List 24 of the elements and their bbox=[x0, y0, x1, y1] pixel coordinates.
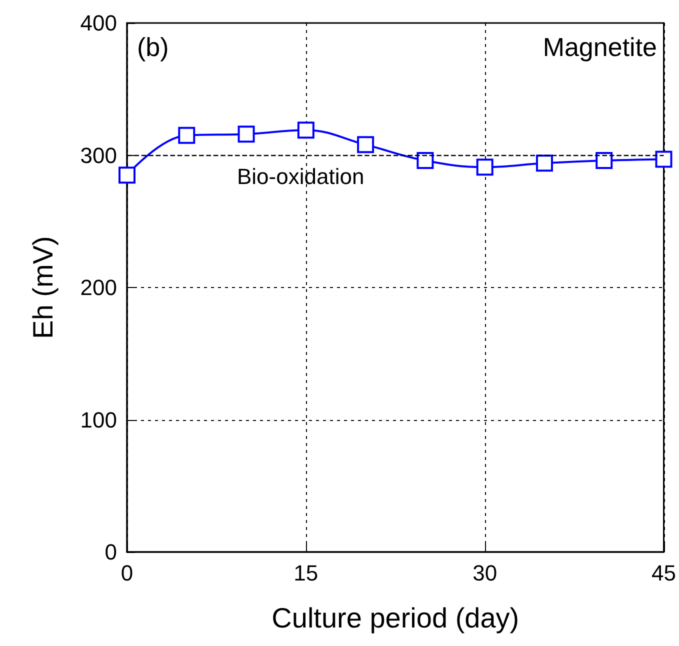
y-tick-label: 200 bbox=[80, 275, 117, 300]
y-tick-label: 100 bbox=[80, 407, 117, 432]
y-tick-label: 0 bbox=[104, 540, 117, 564]
annotation: Magnetite bbox=[542, 32, 658, 62]
annotation: (b) bbox=[137, 32, 169, 62]
point bbox=[655, 150, 672, 168]
point bbox=[118, 166, 136, 184]
point bbox=[238, 126, 255, 143]
x-tick-label: 45 bbox=[652, 560, 676, 586]
point bbox=[178, 126, 196, 144]
point bbox=[596, 152, 613, 170]
point bbox=[357, 136, 374, 154]
point bbox=[536, 154, 553, 172]
point bbox=[476, 158, 494, 176]
point bbox=[416, 152, 434, 170]
y-tick-label: 300 bbox=[80, 142, 117, 168]
x-axis-title: Culture period (day) bbox=[272, 602, 520, 634]
y-axis-title: Eh (mV) bbox=[28, 236, 58, 339]
x-tick-label: 0 bbox=[120, 560, 134, 586]
x-tick-label: 15 bbox=[294, 560, 318, 586]
ref-line-label: Bio-oxidation bbox=[237, 164, 364, 189]
x-tick-label: 30 bbox=[472, 560, 498, 586]
point bbox=[297, 122, 314, 139]
y-tick-label: 400 bbox=[80, 10, 117, 36]
